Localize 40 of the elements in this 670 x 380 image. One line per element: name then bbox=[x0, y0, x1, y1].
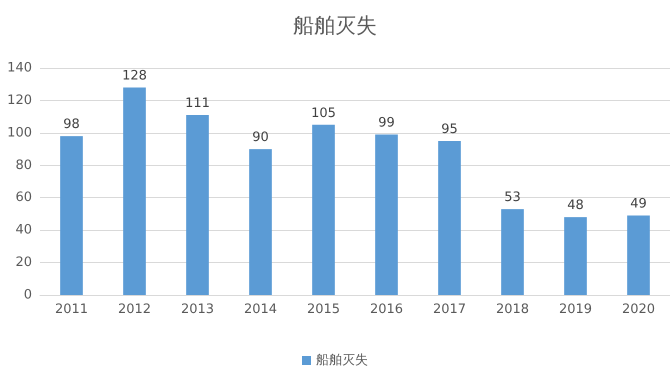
bar bbox=[123, 87, 146, 295]
chart-title: 船舶灭失 bbox=[293, 14, 377, 38]
x-tick-label: 2011 bbox=[54, 302, 88, 317]
bar bbox=[438, 140, 461, 295]
y-tick-label: 80 bbox=[15, 158, 32, 173]
y-tick-label: 20 bbox=[15, 255, 32, 270]
x-tick-label: 2016 bbox=[370, 302, 404, 317]
data-label: 99 bbox=[378, 115, 395, 130]
y-tick-label: 100 bbox=[7, 125, 32, 140]
data-label: 48 bbox=[567, 198, 584, 214]
x-tick-label: 2018 bbox=[496, 302, 530, 317]
x-tick-label: 2015 bbox=[306, 302, 340, 317]
data-label: 128 bbox=[122, 68, 147, 84]
data-label: 95 bbox=[441, 122, 458, 137]
data-label: 53 bbox=[504, 190, 521, 206]
bar bbox=[186, 115, 209, 295]
data-label: 98 bbox=[63, 117, 80, 132]
x-tick-label: 2013 bbox=[180, 302, 214, 317]
bar bbox=[564, 217, 587, 295]
y-tick-label: 40 bbox=[15, 222, 32, 238]
bar bbox=[627, 216, 650, 295]
x-tick-label: 2019 bbox=[558, 302, 592, 317]
y-tick-label: 120 bbox=[7, 92, 32, 108]
bar bbox=[312, 124, 335, 295]
bar bbox=[501, 209, 524, 295]
data-label: 49 bbox=[630, 196, 647, 212]
x-tick-label: 2012 bbox=[118, 302, 152, 317]
bar bbox=[375, 134, 398, 295]
x-tick-label: 2020 bbox=[622, 302, 656, 317]
bar bbox=[249, 149, 272, 295]
bar bbox=[60, 136, 83, 295]
data-label: 90 bbox=[252, 130, 269, 146]
data-label: 105 bbox=[311, 106, 336, 121]
y-tick-label: 60 bbox=[15, 190, 32, 206]
legend-label: 船舶灭失 bbox=[316, 353, 368, 368]
x-tick-label: 2014 bbox=[244, 302, 278, 317]
x-tick-label: 2017 bbox=[432, 302, 466, 317]
y-tick-label: 140 bbox=[7, 60, 32, 76]
y-tick-label: 0 bbox=[24, 288, 32, 302]
data-label: 111 bbox=[185, 96, 210, 112]
